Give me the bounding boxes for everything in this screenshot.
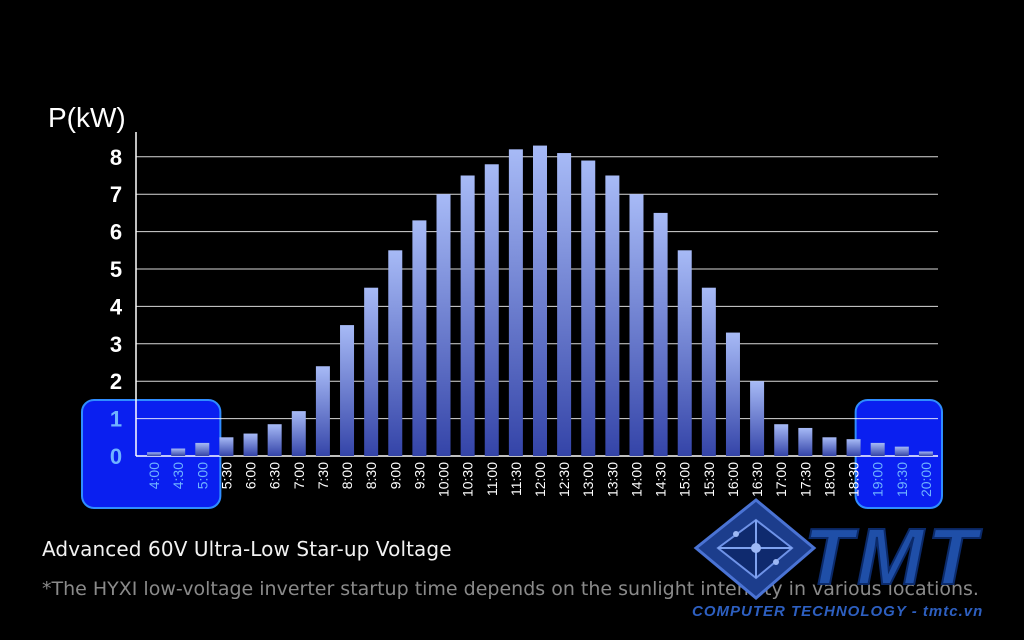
y-tick-label: 2 bbox=[110, 369, 122, 394]
x-tick-label: 14:00 bbox=[628, 462, 644, 497]
bar-11-00 bbox=[484, 164, 499, 456]
bar-13-00 bbox=[581, 160, 596, 457]
bar-10-30 bbox=[460, 175, 475, 456]
x-tick-label: 20:00 bbox=[918, 462, 934, 497]
x-tick-label: 5:30 bbox=[218, 462, 234, 489]
bar-18-30 bbox=[846, 439, 861, 456]
bar-8-00 bbox=[340, 325, 355, 456]
x-tick-label: 18:30 bbox=[846, 462, 862, 497]
x-tick-label: 15:30 bbox=[701, 462, 717, 497]
bar-6-00 bbox=[243, 433, 258, 456]
bar-20-00 bbox=[918, 451, 933, 456]
x-tick-label: 9:00 bbox=[387, 462, 403, 489]
y-tick-label: 1 bbox=[110, 407, 122, 432]
bar-9-00 bbox=[388, 250, 403, 456]
x-tick-label: 13:30 bbox=[604, 462, 620, 497]
bar-15-30 bbox=[701, 287, 716, 456]
x-tick-label: 19:30 bbox=[894, 462, 910, 497]
y-tick-label: 7 bbox=[110, 182, 122, 207]
x-tick-label: 8:00 bbox=[339, 462, 355, 489]
x-tick-label: 14:30 bbox=[653, 462, 669, 497]
x-tick-label: 11:30 bbox=[508, 462, 524, 496]
y-tick-label: 6 bbox=[110, 220, 122, 245]
bar-7-30 bbox=[315, 366, 330, 456]
x-tick-label: 11:00 bbox=[484, 462, 500, 496]
x-tick-label: 9:30 bbox=[411, 462, 427, 489]
bar-19-30 bbox=[894, 446, 909, 456]
bar-13-30 bbox=[605, 175, 620, 456]
y-tick-label: 4 bbox=[110, 294, 123, 319]
x-tick-label: 4:30 bbox=[170, 462, 186, 489]
bar-19-00 bbox=[870, 442, 885, 456]
bar-4-30 bbox=[171, 448, 186, 456]
x-tick-label: 10:00 bbox=[436, 462, 452, 497]
bar-14-30 bbox=[653, 212, 668, 456]
x-tick-label: 17:30 bbox=[797, 462, 813, 497]
bar-15-00 bbox=[677, 250, 692, 456]
bar-16-00 bbox=[725, 332, 740, 456]
x-tick-label: 10:30 bbox=[460, 462, 476, 497]
y-tick-label: 0 bbox=[110, 444, 122, 469]
x-tick-label: 5:00 bbox=[194, 462, 210, 489]
y-tick-label: 3 bbox=[110, 332, 122, 357]
x-tick-label: 19:00 bbox=[870, 462, 886, 497]
x-tick-label: 6:00 bbox=[243, 462, 259, 489]
y-tick-label: 5 bbox=[110, 257, 122, 282]
x-tick-label: 12:30 bbox=[556, 462, 572, 497]
watermark-brand: TMT bbox=[804, 512, 983, 601]
bar-17-30 bbox=[798, 427, 813, 456]
bar-6-30 bbox=[267, 424, 282, 456]
bar-16-30 bbox=[750, 381, 765, 456]
caption: Advanced 60V Ultra-Low Star-up Voltage bbox=[42, 537, 452, 561]
x-tick-label: 16:00 bbox=[725, 462, 741, 497]
bar-12-30 bbox=[557, 153, 572, 456]
watermark-tagline: COMPUTER TECHNOLOGY - tmtc.vn bbox=[692, 603, 983, 620]
bar-11-30 bbox=[508, 149, 523, 456]
x-tick-label: 6:30 bbox=[267, 462, 283, 489]
x-tick-label: 16:30 bbox=[749, 462, 765, 497]
y-tick-label: 8 bbox=[110, 145, 122, 170]
x-tick-label: 12:00 bbox=[532, 462, 548, 497]
bar-5-30 bbox=[219, 437, 234, 456]
bar-7-00 bbox=[291, 411, 306, 456]
bar-10-00 bbox=[436, 194, 451, 456]
bar-14-00 bbox=[629, 194, 644, 456]
bar-12-00 bbox=[533, 145, 547, 456]
x-tick-label: 18:00 bbox=[821, 462, 837, 497]
x-tick-label: 8:30 bbox=[363, 462, 379, 489]
x-tick-label: 13:00 bbox=[580, 462, 596, 497]
y-axis-label: P(kW) bbox=[48, 102, 126, 133]
circuit-chip-icon bbox=[693, 498, 817, 600]
watermark-logo: TMT COMPUTER TECHNOLOGY - tmtc.vn bbox=[692, 498, 983, 620]
bar-17-00 bbox=[774, 424, 789, 456]
bar-9-30 bbox=[412, 220, 427, 456]
x-tick-label: 7:00 bbox=[291, 462, 307, 489]
bar-5-00 bbox=[195, 442, 210, 456]
x-tick-label: 4:00 bbox=[146, 462, 162, 489]
bar-8-30 bbox=[364, 287, 379, 456]
x-tick-label: 15:00 bbox=[677, 462, 693, 497]
x-tick-label: 17:00 bbox=[773, 462, 789, 497]
bar-4-00 bbox=[147, 452, 162, 456]
x-tick-label: 7:30 bbox=[315, 462, 331, 489]
bar-18-00 bbox=[822, 437, 837, 456]
